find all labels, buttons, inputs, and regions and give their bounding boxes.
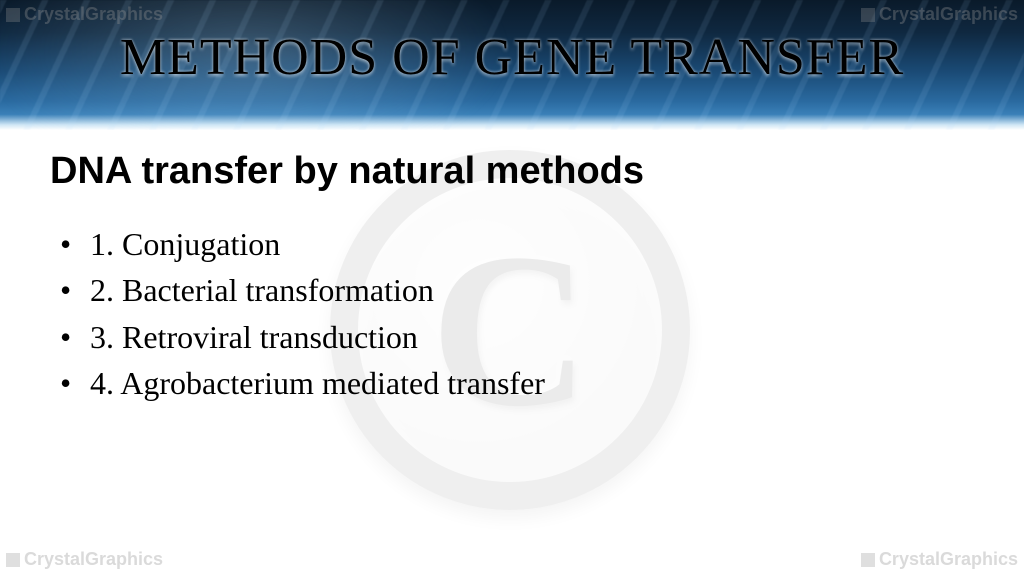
list-item: 1. Conjugation [60,221,974,267]
brand-watermark: CrystalGraphics [6,4,163,25]
brand-watermark: CrystalGraphics [861,4,1018,25]
logo-icon [6,553,20,567]
brand-watermark: CrystalGraphics [861,549,1018,570]
subtitle: DNA transfer by natural methods [50,150,974,193]
logo-icon [861,553,875,567]
list-item: 4. Agrobacterium mediated transfer [60,360,974,406]
slide-title: METHODS OF GENE TRANSFER [0,28,1024,87]
content-area: DNA transfer by natural methods 1. Conju… [50,150,974,407]
list-item: 3. Retroviral transduction [60,314,974,360]
slide: METHODS OF GENE TRANSFER C DNA transfer … [0,0,1024,576]
logo-icon [861,8,875,22]
logo-icon [6,8,20,22]
brand-watermark: CrystalGraphics [6,549,163,570]
list-item: 2. Bacterial transformation [60,267,974,313]
bullet-list: 1. Conjugation 2. Bacterial transformati… [50,221,974,407]
